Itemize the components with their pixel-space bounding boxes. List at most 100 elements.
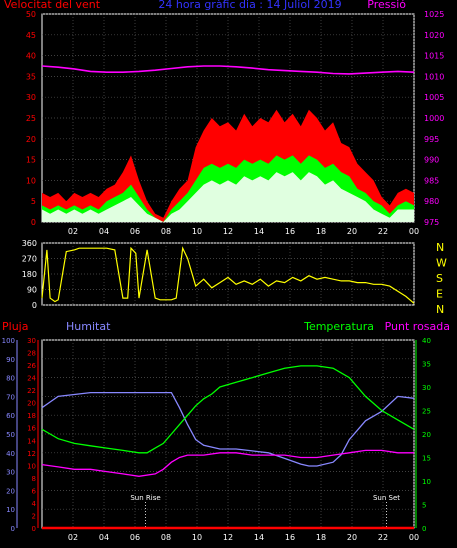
wind-panel-x-tick-label: 14 [254,227,264,236]
humidity-y-tick: 90 [6,356,15,364]
wind-speed-axis-label: Velocitat del vent [4,0,101,11]
temperature-y-tick: 20 [422,431,431,439]
wind-speed-y-tick: 30 [26,93,36,102]
wind-speed-y-tick: 40 [26,52,36,61]
direction-y-tick: 90 [27,286,37,295]
climate-panel-x-tick-label: 02 [68,533,78,542]
climate-panel-x-tick-label: 20 [347,533,357,542]
wind-panel-x-tick-label: 04 [99,227,109,236]
climate-panel-x-tick-label: 00 [409,533,419,542]
humidity-line [41,391,415,467]
pressure-y-tick: 1015 [424,52,444,61]
chart-title: 24 hora gràfic dia : 14 Juliol 2019 [158,0,341,11]
wind-panel-x-tick-label: 18 [316,227,326,236]
rain-y-tick: 28 [27,350,36,358]
humidity-y-tick: 100 [2,337,15,345]
humidity-y-tick: 10 [6,506,15,514]
dewpoint-axis-label: Punt rosada [385,320,450,333]
pressure-y-tick: 1000 [424,114,444,123]
wind-speed-y-tick: 5 [31,197,36,206]
temperature-line [41,365,415,454]
temperature-axis-label: Temperatura [303,320,374,333]
rain-y-tick: 20 [27,400,36,408]
wind-panel-x-tick-label: 20 [347,227,357,236]
pressure-y-tick: 1005 [424,93,444,102]
humidity-y-tick: 50 [6,431,15,439]
wind-panel-x-tick-label: 12 [223,227,233,236]
rain-y-tick: 18 [27,412,36,420]
wind-speed-y-tick: 0 [31,218,36,227]
temperature-y-tick: 25 [422,408,431,416]
wind-panel-x-tick-label: 00 [409,227,419,236]
rain-y-tick: 2 [32,512,36,520]
pressure-y-tick: 980 [424,197,439,206]
humidity-y-tick: 20 [6,487,15,495]
rain-y-tick: 30 [27,337,36,345]
direction-y-tick: 0 [32,301,37,310]
rain-axis-label: Pluja [2,320,28,333]
temperature-y-tick: 40 [422,337,431,345]
climate-panel-x-tick-label: 10 [192,533,202,542]
wind-speed-y-tick: 50 [26,10,36,19]
wind-speed-y-tick: 20 [26,135,36,144]
temperature-y-tick: 10 [422,478,431,486]
sun-event-label: Sun Set [373,494,400,502]
direction-y-tick: 180 [22,270,37,279]
pressure-y-tick: 985 [424,176,439,185]
dewpoint-line [41,449,414,477]
sun-event-label: Sun Rise [130,494,160,502]
wind-direction-line [41,246,415,304]
wind-speed-y-tick: 10 [26,176,36,185]
temperature-y-tick: 15 [422,455,431,463]
rain-y-tick: 4 [32,500,37,508]
rain-y-tick: 0 [32,525,36,533]
climate-panel-x-tick-label: 08 [161,533,171,542]
climate-panel-x-tick-label: 22 [378,533,388,542]
rain-y-tick: 26 [27,362,36,370]
humidity-y-tick: 30 [6,469,15,477]
wind-series-area-velocitat-mitjana [42,172,414,222]
wind-panel-x-tick-label: 02 [68,227,78,236]
wind-panel-x-tick-label: 10 [192,227,202,236]
temperature-y-tick: 0 [422,525,426,533]
pressure-y-tick: 990 [424,156,439,165]
rain-y-tick: 10 [27,462,36,470]
rain-y-tick: 22 [27,387,36,395]
rain-y-tick: 8 [32,475,36,483]
climate-panel-x-tick-label: 06 [130,533,140,542]
climate-panel-x-tick-label: 14 [254,533,264,542]
rain-y-tick: 16 [27,425,36,433]
humidity-axis-label: Humitat [66,320,111,333]
compass-letter: S [436,272,443,285]
humidity-y-tick: 60 [6,412,15,420]
compass-letter: N [436,241,444,254]
humidity-y-tick: 80 [6,375,15,383]
climate-panel-x-tick-label: 16 [285,533,295,542]
direction-y-tick: 360 [22,239,37,248]
pressure-axis-label: Pressió [367,0,406,11]
wind-speed-y-tick: 15 [26,156,36,165]
climate-panel-x-tick-label: 12 [223,533,233,542]
wind-speed-y-tick: 45 [26,31,36,40]
pressure-line [41,65,415,75]
wind-panel-x-tick-label: 06 [130,227,140,236]
wind-panel-x-tick-label: 08 [161,227,171,236]
compass-letter: N [436,303,444,316]
pressure-y-tick: 995 [424,135,439,144]
pressure-y-tick: 975 [424,218,439,227]
compass-letter: W [436,257,447,270]
compass-letter: E [436,288,443,301]
humidity-y-tick: 40 [6,450,15,458]
climate-panel-x-tick-label: 18 [316,533,326,542]
rain-y-tick: 14 [27,437,36,445]
wind-panel-x-tick-label: 22 [378,227,388,236]
wind-panel-x-tick-label: 16 [285,227,295,236]
temperature-y-tick: 30 [422,384,431,392]
wind-speed-y-tick: 35 [26,72,36,81]
rain-y-tick: 6 [32,487,37,495]
rain-y-tick: 24 [27,375,36,383]
temperature-y-tick: 35 [422,361,431,369]
wind-speed-y-tick: 25 [26,114,36,123]
